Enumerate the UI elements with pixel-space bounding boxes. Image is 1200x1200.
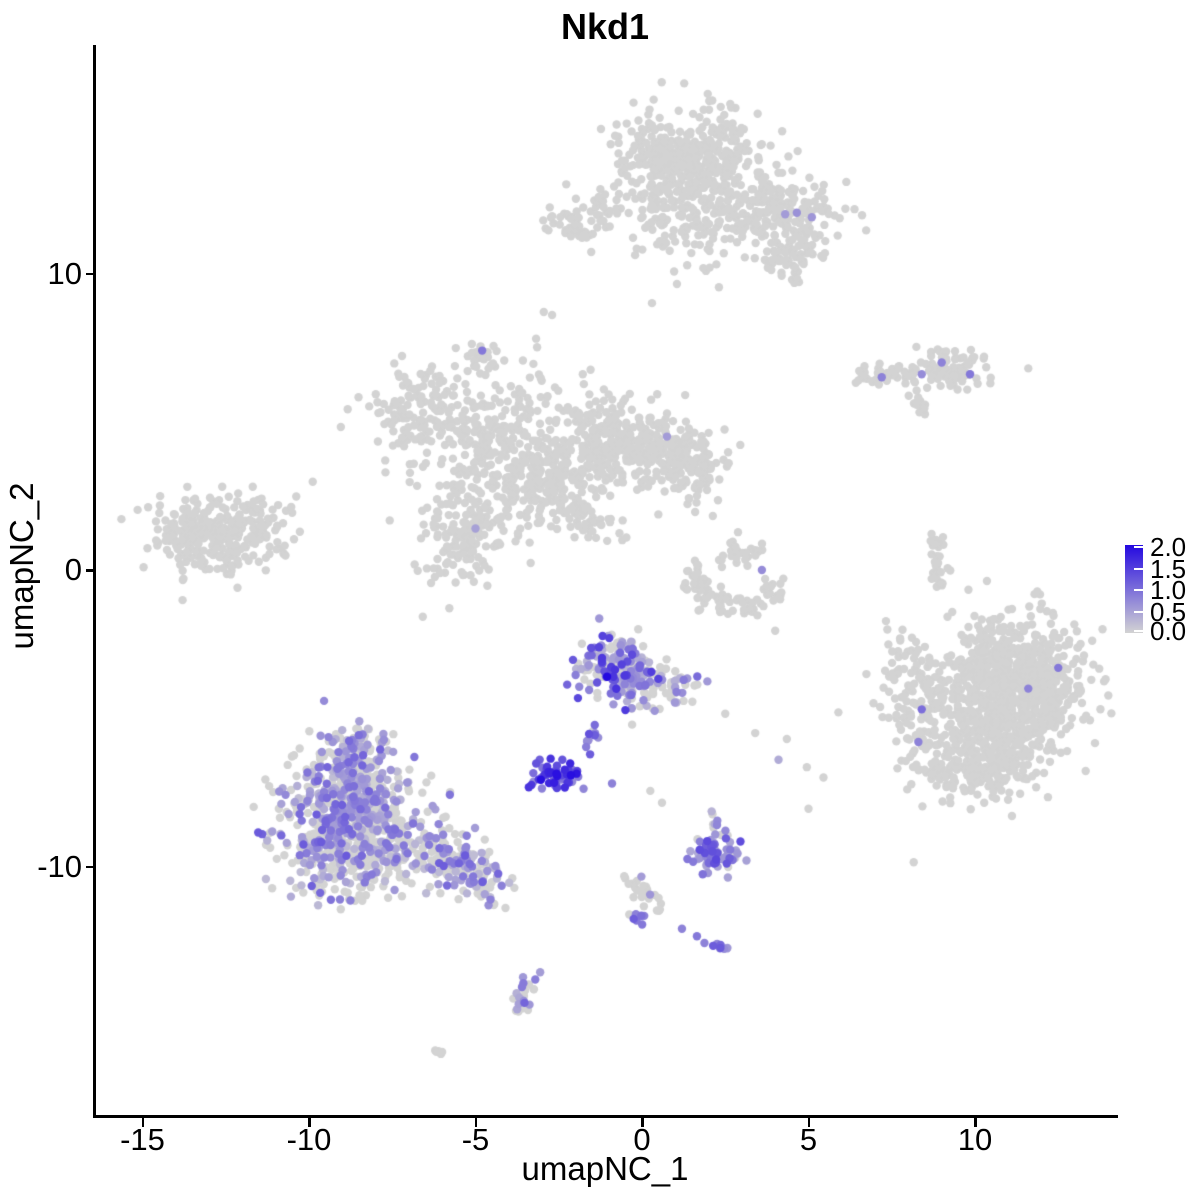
x-axis-title: umapNC_1 xyxy=(521,1150,689,1187)
y-axis-title: umapNC_2 xyxy=(3,482,40,650)
x-tick-label: -10 xyxy=(286,1122,332,1157)
legend-tick-mark xyxy=(1134,546,1143,548)
legend-tick-label: 0.0 xyxy=(1150,616,1187,646)
x-tick-mark xyxy=(641,1118,644,1127)
legend-tick-label: 1.0 xyxy=(1150,575,1187,605)
legend-tick-label: 1.5 xyxy=(1150,553,1187,584)
y-tick-label: 10 xyxy=(47,255,82,291)
x-tick-mark xyxy=(974,1118,977,1127)
y-tick-label: -10 xyxy=(37,848,82,884)
y-tick-mark xyxy=(86,865,95,868)
legend-tick-mark xyxy=(1134,610,1143,613)
colorbar-gradient xyxy=(1125,545,1143,633)
colorbar-legend: 2.0 1.5 1.0 0.5 0.0 xyxy=(1125,534,1200,644)
plot-title: Nkd1 xyxy=(560,6,650,47)
legend-tick-mark xyxy=(1134,567,1143,570)
x-tick-mark xyxy=(807,1118,810,1127)
x-tick-label: 5 xyxy=(799,1122,818,1157)
legend-tick-label: 0.5 xyxy=(1150,596,1187,627)
x-tick-label: 0 xyxy=(633,1122,651,1157)
legend-tick-mark xyxy=(1134,630,1143,632)
x-tick-label: 10 xyxy=(957,1122,993,1157)
x-axis-line xyxy=(93,1115,1118,1118)
x-tick-label: -15 xyxy=(120,1122,165,1157)
y-tick-mark xyxy=(86,272,95,275)
x-tick-mark xyxy=(308,1118,311,1127)
x-tick-label: -5 xyxy=(461,1122,490,1157)
y-axis-line xyxy=(93,45,96,1118)
x-tick-mark xyxy=(141,1118,144,1127)
y-tick-label: 0 xyxy=(64,552,82,587)
legend-tick-label: 2.0 xyxy=(1150,532,1187,562)
x-tick-mark xyxy=(474,1118,477,1127)
legend-tick-mark xyxy=(1134,589,1143,591)
y-tick-mark xyxy=(86,569,95,572)
